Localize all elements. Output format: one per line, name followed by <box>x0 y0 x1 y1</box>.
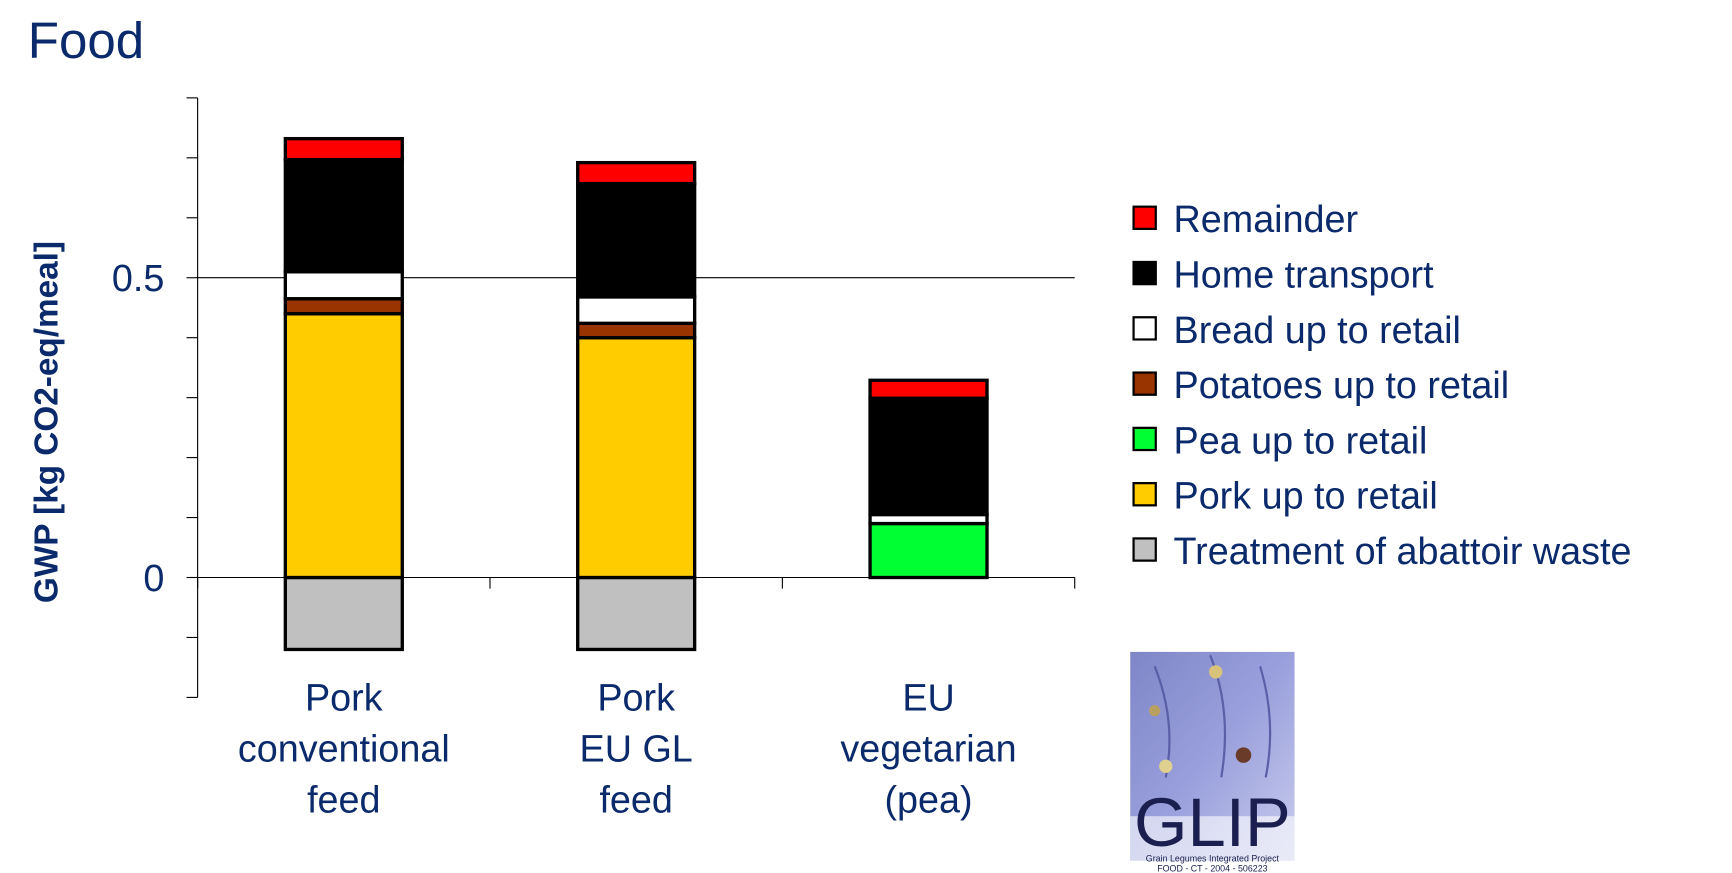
logo: GLIP Grain Legumes Integrated Project FO… <box>1130 651 1295 873</box>
legend-swatch <box>1132 316 1157 341</box>
bar-segment <box>576 575 697 652</box>
legend-swatch <box>1132 260 1157 286</box>
logo-seed <box>1209 665 1223 679</box>
bar-segment <box>576 321 697 340</box>
legend-label: Pork up to retail <box>1174 475 1438 517</box>
legend-label: Pea up to retail <box>1174 419 1428 461</box>
x-tick-label: Pork conventional feed <box>238 677 450 821</box>
bar-segment <box>576 181 697 299</box>
logo-band <box>1130 816 1295 861</box>
legend-label: Potatoes up to retail <box>1174 364 1510 406</box>
logo-line: Grain Legumes Integrated Project <box>1146 854 1280 864</box>
bar-segment <box>576 295 697 325</box>
bar-segment <box>283 312 404 580</box>
logo-text: GLIP <box>1134 784 1291 861</box>
legend-swatch <box>1132 371 1157 396</box>
legend-label: Remainder <box>1174 198 1359 240</box>
legend-swatch <box>1132 426 1157 452</box>
y-axis-label: GWP [kg CO2-eq/meal] <box>29 241 66 603</box>
bar-segment <box>868 396 989 517</box>
chart-title: Food <box>28 12 144 69</box>
bar-segment <box>283 136 404 162</box>
legend-label: Home transport <box>1174 254 1435 296</box>
logo-line: FOOD - CT - 2004 - 506223 <box>1157 864 1267 873</box>
logo-seed <box>1149 705 1161 717</box>
bar-segment <box>576 336 697 580</box>
bar-segment <box>868 521 989 580</box>
bar-segment <box>576 160 697 186</box>
logo-seed <box>1235 747 1252 763</box>
legend-swatch <box>1132 537 1157 562</box>
legend-swatch <box>1132 205 1157 230</box>
logo-seed <box>1159 759 1173 773</box>
y-tick-label: 0.5 <box>112 257 164 299</box>
bar-segment <box>283 575 404 652</box>
legend-label: Bread up to retail <box>1174 309 1461 351</box>
bar-segment <box>283 297 404 316</box>
y-tick-label: 0 <box>143 557 164 599</box>
bar-segment <box>868 378 989 400</box>
bar-segment <box>283 157 404 274</box>
legend-label: Treatment of abattoir waste <box>1174 530 1632 572</box>
bar-segment <box>283 270 404 301</box>
x-tick-label: EU vegetarian (pea) <box>840 677 1016 821</box>
x-tick-label: Pork EU GL feed <box>580 677 693 821</box>
legend-swatch <box>1132 482 1157 507</box>
